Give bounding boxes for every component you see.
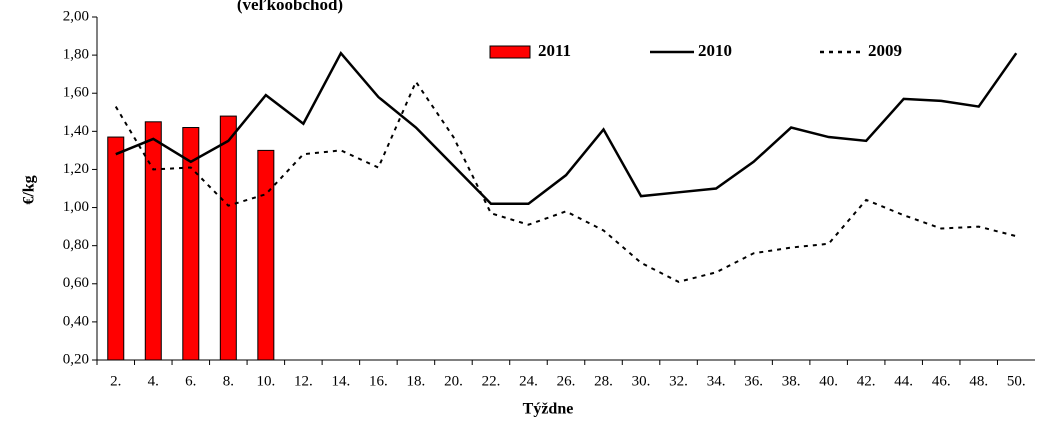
y-tick-label: 1,20 [63,161,89,177]
x-tick-label: 6. [185,373,196,389]
x-tick-label: 50. [1007,373,1026,389]
y-tick-label: 1,60 [63,85,89,101]
x-axis-label: Týždne [523,401,574,418]
y-tick-label: 0,20 [63,351,89,367]
x-tick-label: 20. [444,373,463,389]
x-tick-label: 34. [707,373,726,389]
x-tick-label: 2. [110,373,121,389]
y-tick-label: 1,00 [63,199,89,215]
bar [144,121,162,361]
y-tick-label: 1,80 [63,47,89,63]
y-tick-label: 0,40 [63,313,89,329]
x-tick-label: 36. [744,373,763,389]
x-tick-label: 30. [632,373,651,389]
x-tick-label: 24. [519,373,538,389]
x-tick-label: 10. [256,373,275,389]
line [115,51,1018,205]
chart-title: (veľkoobchod) [237,0,343,14]
x-tick-label: 46. [932,373,951,389]
x-tick-label: 42. [857,373,876,389]
legend-label: 2010 [698,41,732,60]
x-tick-label: 14. [332,373,351,389]
y-tick-label: 0,80 [63,237,89,253]
legend-label: 2009 [868,41,902,60]
y-tick-label: 0,60 [63,275,89,291]
legend-swatch [489,45,531,59]
x-tick-label: 44. [894,373,913,389]
bar [182,127,200,361]
x-tick-label: 22. [482,373,501,389]
bar [107,136,125,361]
line [114,79,1017,283]
x-tick-label: 16. [369,373,388,389]
x-tick-label: 48. [969,373,988,389]
bar [257,149,275,361]
legend-label: 2011 [538,41,571,60]
bar [219,115,237,361]
y-axis-label: €/kg [21,175,38,204]
y-tick-label: 1,40 [63,123,89,139]
y-tick-label: 2,00 [63,8,89,24]
x-tick-label: 8. [223,373,234,389]
x-tick-label: 26. [557,373,576,389]
x-tick-label: 12. [294,373,313,389]
x-tick-label: 38. [782,373,801,389]
x-tick-label: 40. [819,373,838,389]
x-tick-label: 4. [148,373,159,389]
x-tick-label: 32. [669,373,688,389]
x-tick-label: 28. [594,373,613,389]
x-tick-label: 18. [407,373,426,389]
